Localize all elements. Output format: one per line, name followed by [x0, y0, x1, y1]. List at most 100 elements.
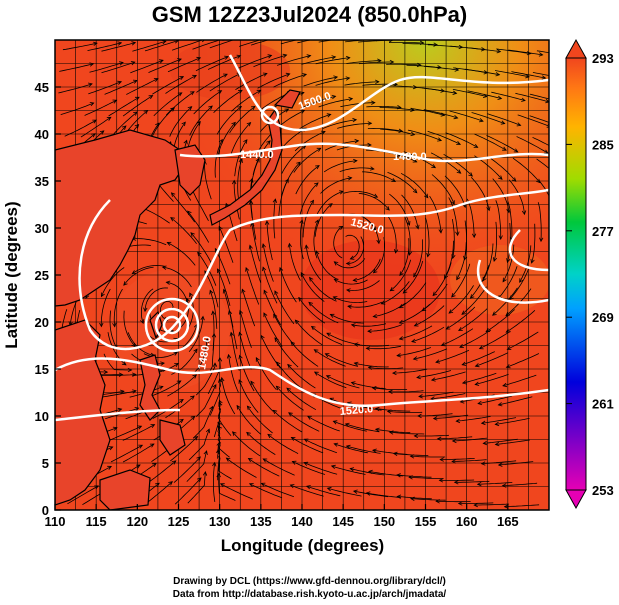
streamline [218, 473, 236, 501]
streamline [295, 165, 320, 195]
streamline-arrow [92, 119, 98, 124]
streamline-arrow [309, 276, 314, 282]
streamline [209, 40, 235, 49]
streamline [104, 80, 138, 95]
streamline-arrow [560, 151, 564, 154]
streamline-arrow [435, 359, 440, 364]
streamline [492, 178, 510, 213]
x-tick-label: 160 [456, 514, 478, 529]
streamline-arrow [445, 325, 451, 330]
streamline-arrow [349, 36, 353, 40]
streamline-arrow [290, 341, 296, 347]
streamline-arrow [456, 141, 462, 145]
streamline-arrow [347, 176, 353, 181]
streamline-arrow [511, 177, 517, 182]
streamline-arrow [451, 438, 457, 444]
streamline [298, 297, 326, 324]
streamline-arrow [285, 72, 291, 77]
x-tick-label: 140 [291, 514, 313, 529]
streamline-arrow [106, 116, 112, 121]
streamline-arrow [410, 131, 416, 137]
streamline [502, 482, 538, 487]
streamline [427, 130, 461, 145]
streamline-arrow [305, 485, 311, 490]
streamline [307, 415, 340, 432]
streamline-arrow [439, 457, 444, 462]
streamline [409, 476, 444, 479]
streamline [504, 504, 540, 508]
streamline-arrow [289, 484, 295, 489]
streamline-arrow [176, 380, 182, 385]
streamline-arrow [494, 421, 500, 427]
streamline-arrow [497, 462, 503, 467]
streamline [80, 116, 112, 138]
streamline [362, 171, 396, 182]
streamline [305, 245, 322, 281]
streamline [250, 381, 274, 412]
streamline [475, 352, 509, 367]
streamline-arrow [349, 467, 355, 472]
streamline [375, 428, 411, 434]
streamline [239, 332, 252, 370]
streamline-arrow [134, 123, 140, 129]
streamline-arrow [121, 125, 127, 130]
streamline [141, 288, 154, 324]
streamline-arrow [192, 374, 198, 379]
streamline [299, 182, 319, 216]
streamline-arrow [246, 405, 252, 411]
streamline [88, 81, 122, 95]
streamline-arrow [333, 442, 339, 447]
streamline [334, 443, 368, 454]
streamline-arrow [287, 363, 292, 369]
streamline [238, 379, 259, 413]
streamline [482, 243, 494, 281]
streamline [304, 438, 338, 454]
streamline [290, 341, 319, 367]
streamline-arrow [369, 166, 375, 171]
streamline-arrow [218, 401, 223, 407]
streamline [279, 267, 297, 303]
streamline-arrow [463, 255, 468, 261]
streamline [218, 226, 234, 263]
streamline [413, 348, 448, 360]
streamline-arrow [521, 97, 526, 102]
streamline [217, 449, 232, 480]
streamline-arrow [375, 79, 380, 85]
streamline [505, 310, 536, 333]
streamline-arrow [101, 292, 105, 298]
streamline-arrow [193, 348, 198, 354]
streamline-arrow [168, 481, 174, 486]
streamline [300, 272, 325, 302]
streamline [388, 390, 424, 393]
x-tick-label: 125 [168, 514, 190, 529]
streamline [167, 242, 196, 266]
streamline-arrow [380, 300, 386, 305]
streamline [276, 55, 311, 66]
streamline-arrow [165, 280, 171, 285]
streamline [414, 305, 445, 327]
streamline-arrow [331, 55, 337, 60]
streamline-arrow [432, 416, 438, 421]
streamline-arrow [212, 461, 217, 467]
streamline [410, 108, 445, 116]
streamline [494, 70, 530, 78]
streamline-arrow [516, 122, 522, 127]
streamline [343, 190, 378, 198]
streamline-arrow [31, 207, 35, 211]
streamline-arrow [196, 456, 201, 461]
streamline-arrow [388, 430, 394, 435]
streamline [217, 268, 231, 306]
streamline [303, 462, 338, 475]
streamline-arrow [444, 274, 449, 280]
streamline-arrow [273, 313, 278, 319]
streamline-arrow [119, 61, 124, 66]
y-tick-label: 10 [35, 409, 49, 424]
streamline-arrow [261, 243, 266, 248]
streamline-arrow [407, 250, 413, 256]
streamline [67, 485, 99, 505]
streamline [387, 172, 418, 193]
streamline [320, 177, 352, 194]
streamline [389, 431, 425, 435]
streamline-arrow [196, 477, 202, 482]
